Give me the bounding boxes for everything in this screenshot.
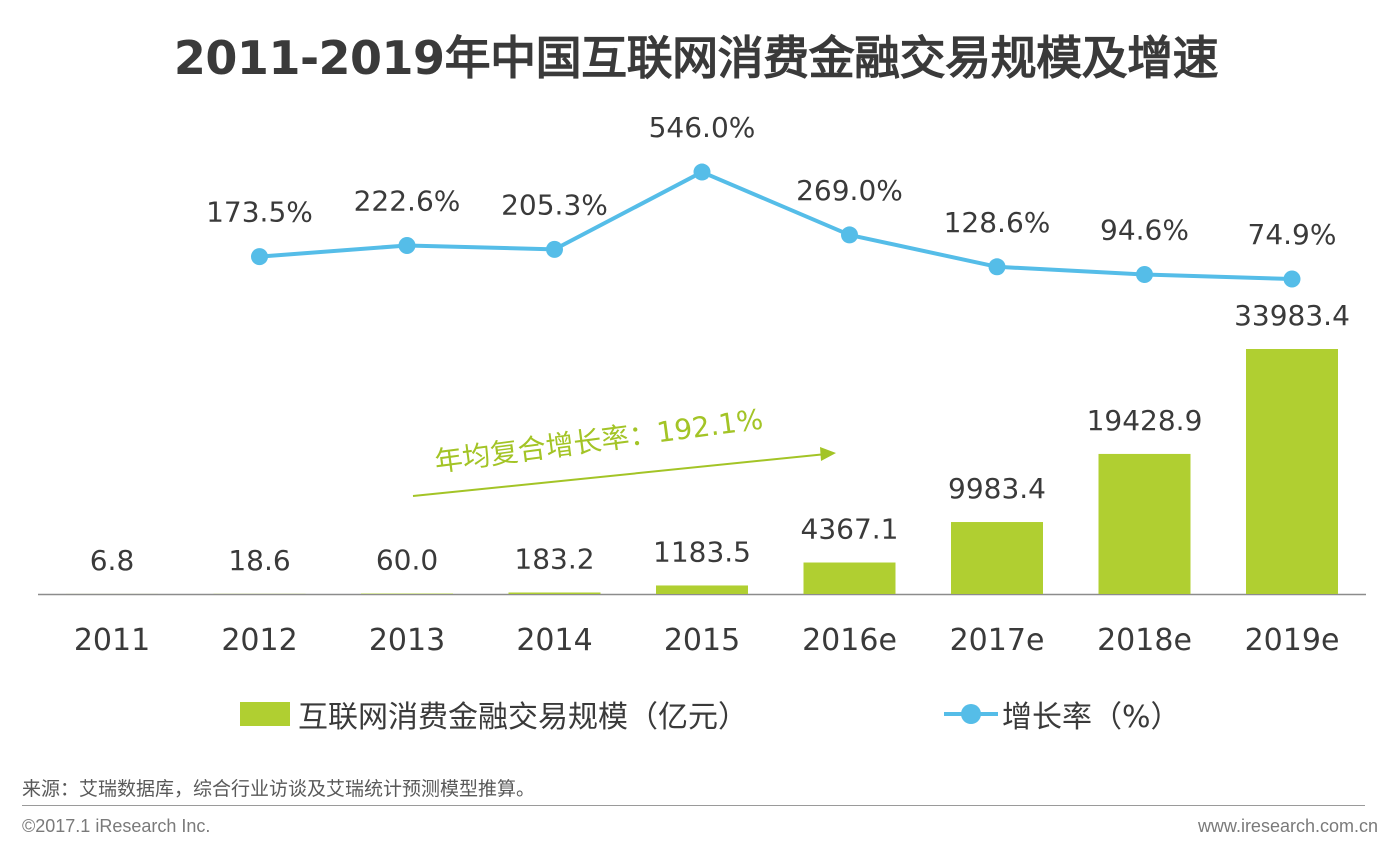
chart-plot: 6.8 2011 18.6 2012 60.0 2013 183.2 2014 1183.5 20… [38, 111, 1366, 658]
bar-2016e [803, 562, 896, 594]
growth-value-label-2019e: 74.9% [1248, 218, 1337, 251]
chart-title: 2011-2019年中国互联网消费金融交易规模及增速 [173, 31, 1219, 85]
x-tick-label-2011: 2011 [74, 623, 150, 658]
x-tick-label-2017e: 2017e [950, 623, 1045, 658]
bar-value-label-2013: 60.0 [376, 544, 438, 577]
website-link[interactable]: www.iresearch.com.cn [1197, 816, 1378, 836]
growth-value-label-2016e: 269.0% [796, 174, 903, 207]
bar-2018e [1098, 453, 1191, 594]
bar-value-label-2017e: 9983.4 [948, 472, 1046, 505]
bar-2017e [951, 522, 1043, 594]
growth-point-2013 [398, 236, 416, 254]
x-tick-label-2019e: 2019e [1245, 623, 1340, 658]
growth-value-label-2018e: 94.6% [1100, 214, 1189, 247]
cagr-annotation: 年均复合增长率：192.1% [433, 403, 765, 479]
growth-value-label-2012: 173.5% [206, 196, 313, 229]
growth-point-2012 [251, 248, 268, 266]
x-tick-label-2014: 2014 [516, 623, 592, 658]
bar-value-label-2014: 183.2 [514, 543, 594, 576]
growth-point-2019e [1283, 270, 1301, 288]
bar-value-label-2015: 1183.5 [653, 535, 751, 568]
bar-value-label-2019e: 33983.4 [1234, 299, 1350, 332]
x-tick-label-2016e: 2016e [802, 623, 897, 658]
growth-value-label-2014: 205.3% [501, 188, 608, 221]
legend-label-line: 增长率（%） [1002, 700, 1181, 735]
source-note: 来源：艾瑞数据库，综合行业访谈及艾瑞统计预测模型推算。 [22, 778, 536, 800]
x-tick-label-2013: 2013 [369, 623, 445, 658]
growth-line [259, 170, 1293, 281]
growth-point-2015 [693, 163, 711, 181]
growth-value-label-2013: 222.6% [354, 184, 461, 217]
growth-point-2017e [988, 258, 1006, 276]
x-tick-label-2012: 2012 [221, 623, 297, 658]
bar-2015 [656, 585, 748, 594]
bar-value-label-2012: 18.6 [228, 544, 290, 577]
bar-value-label-2018e: 19428.9 [1087, 404, 1203, 437]
footer-divider [22, 805, 1365, 806]
legend-label-bar: 互联网消费金融交易规模（亿元） [298, 700, 748, 735]
bar-value-label-2016e: 4367.1 [801, 513, 899, 546]
growth-point-2014 [546, 240, 563, 258]
growth-value-label-2017e: 128.6% [944, 206, 1051, 239]
copyright-text: ©2017.1 iResearch Inc. [22, 816, 211, 836]
growth-value-label-2015: 546.0% [649, 111, 756, 144]
cagr-arrow-head [820, 447, 836, 461]
x-tick-label-2018e: 2018e [1097, 623, 1192, 658]
legend-item-line: 增长率（%） [944, 690, 1181, 738]
bar-2014 [508, 592, 601, 594]
growth-point-2016e [841, 226, 858, 244]
legend-item-bar: 互联网消费金融交易规模（亿元） [240, 690, 748, 738]
cagr-arrow-line [412, 453, 825, 497]
x-tick-label-2015: 2015 [664, 623, 740, 658]
bar-value-label-2011: 6.8 [90, 544, 135, 577]
legend-swatch-bar [240, 702, 290, 726]
growth-point-2018e [1136, 266, 1153, 284]
legend-swatch-line [944, 702, 998, 726]
bar-2019e [1246, 349, 1338, 594]
